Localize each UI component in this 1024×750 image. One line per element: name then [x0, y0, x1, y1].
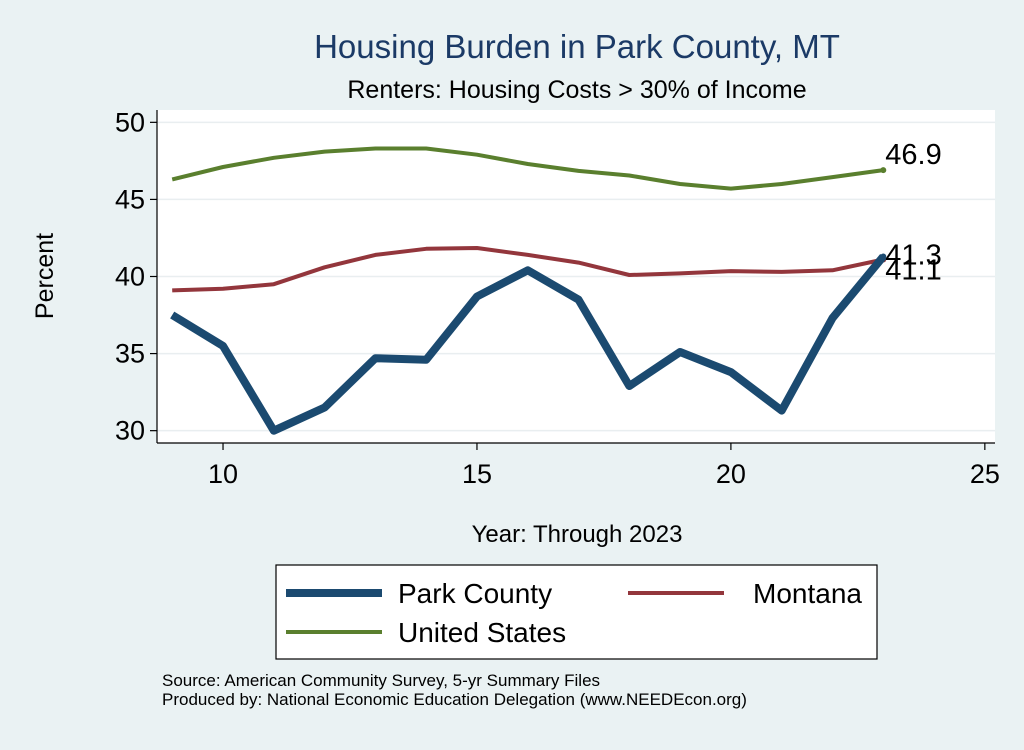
x-tick-label: 10	[208, 459, 238, 489]
y-tick-label: 40	[115, 262, 145, 292]
x-tick-label: 15	[462, 459, 492, 489]
end-label-montana: 41.1	[885, 255, 941, 287]
end-labels: 41.341.1 46.9	[885, 139, 941, 286]
series-lines	[170, 146, 887, 435]
legend-box	[275, 564, 878, 660]
x-axis-title: Year: Through 2023	[472, 521, 683, 548]
y-tick-label: 50	[115, 107, 145, 137]
series-line-united-states	[171, 146, 884, 191]
series-end-marker-park-county	[880, 253, 887, 260]
produced-by-note: Produced by: National Economic Education…	[162, 690, 747, 709]
series-end-marker-united-states	[880, 167, 887, 174]
x-tick-label: 25	[970, 459, 1000, 489]
source-note: Source: American Community Survey, 5-yr …	[162, 671, 601, 690]
end-label-park-county: 41.3	[885, 239, 941, 271]
legend: Park County Montana United States	[275, 564, 878, 660]
y-tick-label: 45	[115, 184, 145, 214]
y-tick-label: 30	[115, 416, 145, 446]
legend-label-united-states: United States	[398, 617, 566, 648]
chart-subtitle: Renters: Housing Costs > 30% of Income	[347, 76, 806, 104]
legend-label-montana: Montana	[753, 578, 862, 609]
y-axis-title: Percent	[31, 233, 59, 319]
series-line-park-county	[170, 253, 887, 435]
chart-title: Housing Burden in Park County, MT	[314, 28, 840, 65]
legend-label-park-county: Park County	[398, 578, 552, 609]
series-line-montana	[172, 246, 884, 293]
axes: 30 35 40 45 50 10 15 20 25	[115, 107, 1000, 489]
y-tick-label: 35	[115, 339, 145, 369]
end-label-united-states: 46.9	[885, 139, 941, 171]
x-tick-label: 20	[716, 459, 746, 489]
